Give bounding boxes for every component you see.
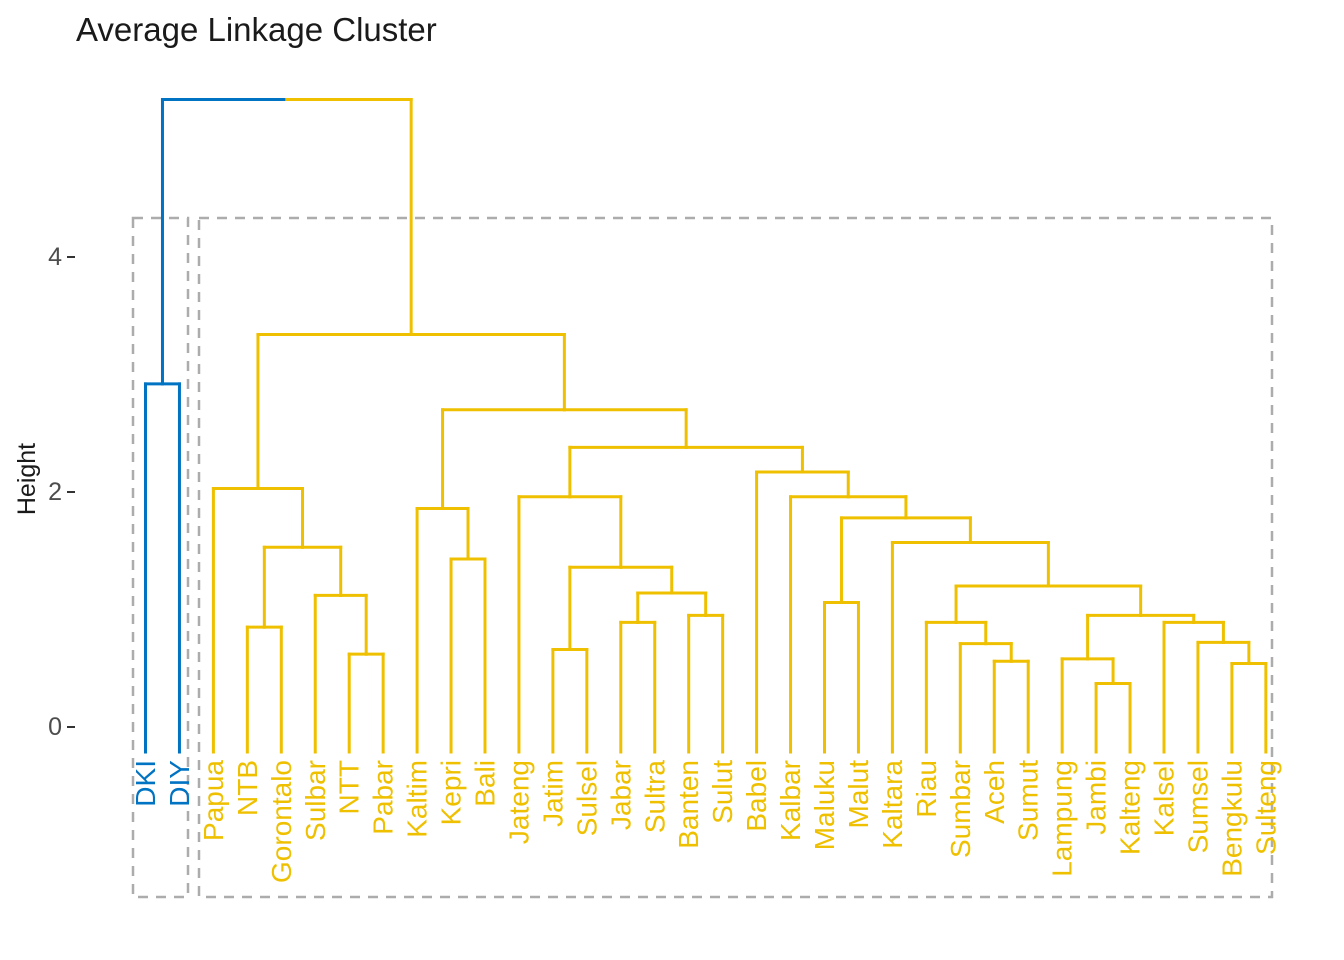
leaf-label-Lampung: Lampung <box>1047 760 1078 877</box>
leaf-label-Kalbar: Kalbar <box>775 760 806 841</box>
leaf-label-Kalsel: Kalsel <box>1149 760 1180 836</box>
leaf-label-Banten: Banten <box>673 760 704 849</box>
leaf-label-Bali: Bali <box>470 760 501 807</box>
y-axis-tick-label: 0 <box>48 713 62 741</box>
leaf-label-Jambi: Jambi <box>1081 760 1112 835</box>
leaf-label-Malut: Malut <box>843 760 874 829</box>
leaf-label-Sumbar: Sumbar <box>945 760 976 858</box>
leaf-label-Sumut: Sumut <box>1013 760 1044 841</box>
leaf-label-Riau: Riau <box>911 760 942 818</box>
leaf-label-Jatim: Jatim <box>537 760 568 827</box>
leaf-label-Sulbar: Sulbar <box>300 760 331 841</box>
leaf-label-Sulsel: Sulsel <box>571 760 602 836</box>
leaf-label-Sulteng: Sulteng <box>1250 760 1281 855</box>
cluster-2-box <box>197 216 1274 899</box>
leaf-label-Sultra: Sultra <box>639 760 670 834</box>
y-axis-title: Height <box>13 442 41 516</box>
leaf-label-Kaltim: Kaltim <box>402 760 433 838</box>
leaf-label-Aceh: Aceh <box>979 760 1010 824</box>
leaf-label-Babel: Babel <box>741 760 772 832</box>
leaf-label-Jabar: Jabar <box>605 760 636 830</box>
leaf-label-Kaltara: Kaltara <box>877 760 908 849</box>
leaf-label-NTT: NTT <box>334 760 365 814</box>
leaf-label-DIY: DIY <box>164 760 195 807</box>
y-axis-tick-label: 4 <box>48 243 62 271</box>
leaf-label-Pabar: Pabar <box>368 760 399 835</box>
leaf-label-NTB: NTB <box>232 760 263 816</box>
leaf-label-Jateng: Jateng <box>503 760 534 844</box>
leaf-label-Kalteng: Kalteng <box>1115 760 1146 855</box>
leaf-label-Sumsel: Sumsel <box>1182 760 1213 853</box>
leaf-label-Bengkulu: Bengkulu <box>1216 760 1247 877</box>
leaf-label-Gorontalo: Gorontalo <box>266 760 297 883</box>
y-axis-tick-label: 2 <box>48 478 62 506</box>
leaf-label-Maluku: Maluku <box>809 760 840 850</box>
leaf-label-Kepri: Kepri <box>436 760 467 825</box>
leaf-label-Papua: Papua <box>198 760 229 841</box>
plot-title: Average Linkage Cluster <box>76 11 437 48</box>
cluster-1-box <box>131 216 190 899</box>
leaf-label-Sulut: Sulut <box>707 760 738 824</box>
leaf-label-DKI: DKI <box>130 760 161 807</box>
